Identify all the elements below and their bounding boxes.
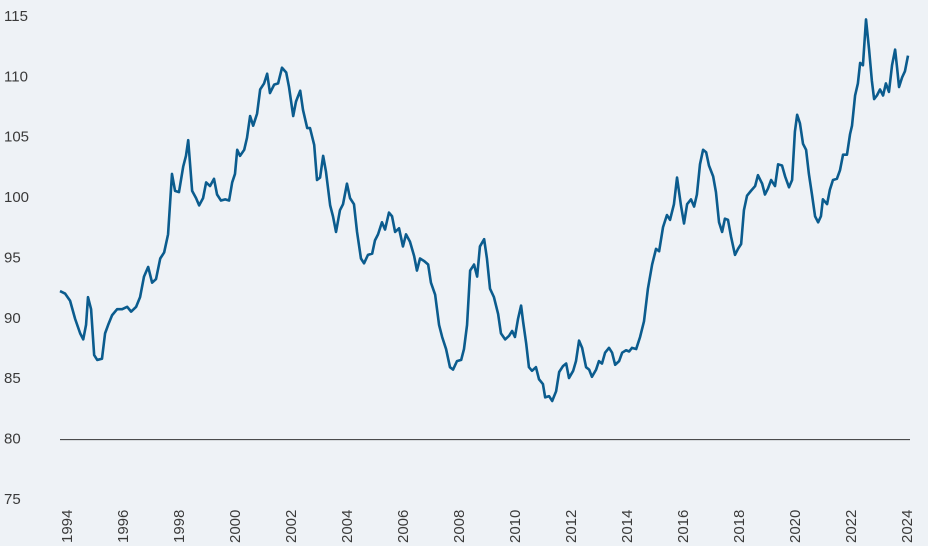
- x-tick-label: 2014: [619, 510, 636, 543]
- y-tick-label: 75: [4, 491, 21, 508]
- x-tick-label: 2018: [731, 510, 748, 543]
- x-tick-label: 2020: [787, 510, 804, 543]
- x-tick-label: 2010: [507, 510, 524, 543]
- y-tick-label: 115: [4, 8, 28, 25]
- x-tick-label: 2000: [227, 510, 244, 543]
- x-tick-label: 2006: [395, 510, 412, 543]
- y-tick-label: 100: [4, 189, 29, 206]
- x-tick-label: 2016: [675, 510, 692, 543]
- x-tick-label: 2004: [339, 510, 356, 543]
- y-tick-label: 85: [4, 370, 21, 387]
- x-tick-label: 2002: [283, 510, 300, 543]
- x-tick-label: 2008: [451, 510, 468, 543]
- x-tick-label: 2022: [843, 510, 860, 543]
- x-tick-label: 1996: [115, 510, 132, 543]
- x-tick-label: 1994: [59, 510, 76, 543]
- line-series: [59, 18, 910, 403]
- y-tick-label: 95: [4, 249, 21, 266]
- y-tick-label: 80: [4, 431, 21, 448]
- y-tick-label: 90: [4, 310, 21, 327]
- x-tick-label: 2012: [563, 510, 580, 543]
- y-tick-label: 110: [4, 68, 28, 85]
- x-tick-label: 1998: [171, 510, 188, 543]
- x-tick-label: 2024: [899, 510, 916, 543]
- y-tick-label: 105: [4, 129, 29, 146]
